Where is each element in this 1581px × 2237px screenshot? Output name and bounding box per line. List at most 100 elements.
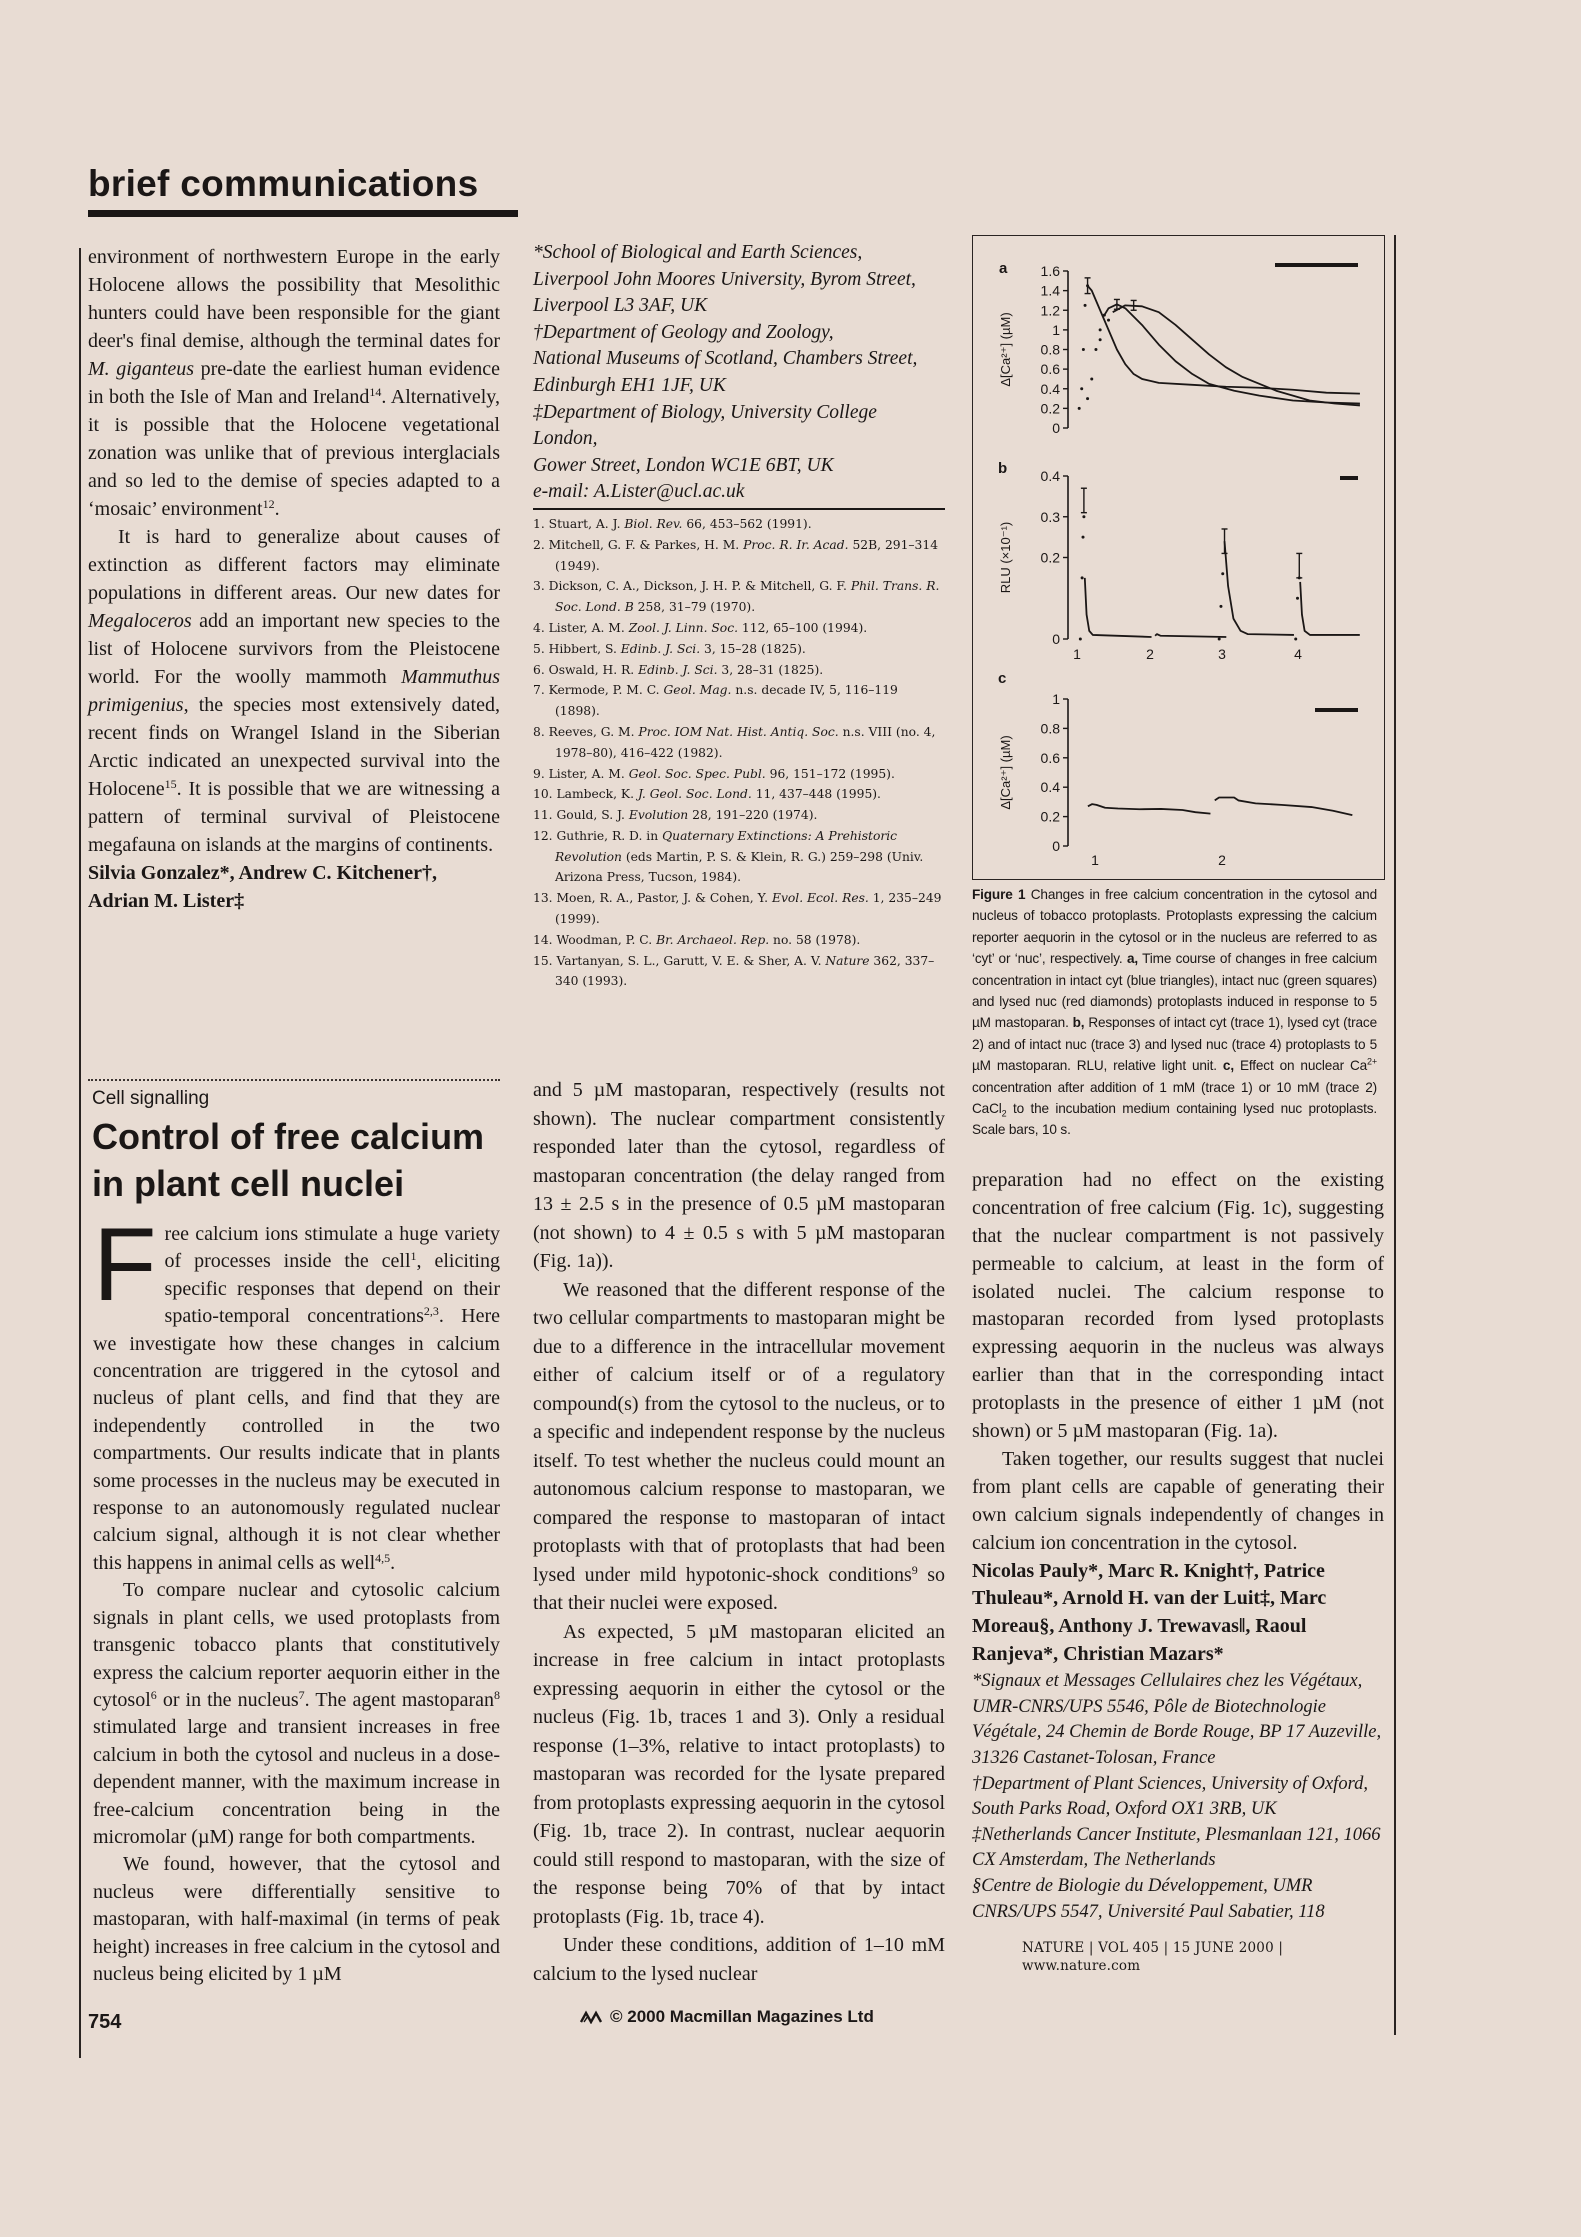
- italic-text: Quaternary Extinctions: A Prehistoric Re…: [555, 828, 898, 864]
- data-point: [1220, 571, 1224, 575]
- superscript: 8: [494, 1687, 501, 1702]
- copyright-text: © 2000 Macmillan Magazines Ltd: [610, 2007, 874, 2026]
- previous-article-authors: Silvia Gonzalez*, Andrew C. Kitchener†, …: [88, 862, 438, 912]
- italic-text: Megaloceros: [88, 610, 192, 632]
- text-run: no. 58 (1978).: [769, 932, 861, 947]
- italic-text: J. Geol. Soc. Lond.: [637, 787, 752, 802]
- macmillan-logo-icon: [580, 2010, 603, 2024]
- section-header: brief communications: [88, 163, 479, 204]
- text-run: To compare nuclear and cytosolic calcium…: [93, 1579, 500, 1711]
- data-point: [1081, 514, 1085, 518]
- paragraph: preparation had no effect on the existin…: [972, 1167, 1384, 1446]
- column-rule-right: [1394, 235, 1396, 2035]
- series-line-3: [1223, 540, 1294, 636]
- reference-item: 1. Stuart, A. J. Biol. Rev. 66, 453–562 …: [533, 514, 945, 535]
- text-run: to the incubation medium containing lyse…: [972, 1101, 1377, 1138]
- bold-text: b,: [1072, 1015, 1085, 1031]
- data-point: [1293, 637, 1297, 640]
- y-tick-label: 0: [1052, 420, 1060, 436]
- data-point: [1218, 604, 1222, 608]
- y-tick-label: 1.4: [1040, 282, 1060, 298]
- series-line-3: [1111, 303, 1360, 406]
- trace-label: 1: [1073, 646, 1081, 662]
- data-point: [1083, 303, 1087, 307]
- article-affiliations: *Signaux et Messages Cellulaires chez le…: [972, 1669, 1384, 1925]
- affiliation-line: Gower Street, London WC1E 6BT, UK: [533, 454, 834, 476]
- article-separator: [88, 1079, 500, 1081]
- text-run: 66, 453–562 (1991).: [682, 516, 812, 531]
- reference-item: 8. Reeves, G. M. Proc. IOM Nat. Hist. An…: [533, 722, 945, 764]
- copyright-line: © 2000 Macmillan Magazines Ltd: [580, 2006, 945, 2028]
- superscript: 15: [164, 777, 177, 791]
- superscript: 9: [911, 1562, 918, 1577]
- paragraph: and 5 µM mastoparan, respectively (resul…: [533, 1076, 945, 1276]
- data-point: [1079, 386, 1083, 390]
- email-text: e-mail: A.Lister@ucl.ac.uk: [533, 481, 745, 503]
- italic-text: Zool. J. Linn. Soc.: [628, 620, 739, 635]
- previous-article-affiliations: *School of Biological and Earth Sciences…: [533, 240, 945, 506]
- text-run: (eds Martin, P. S. & Klein, R. G.) 259–2…: [555, 849, 924, 885]
- affiliation-line: *School of Biological and Earth Sciences…: [533, 242, 863, 263]
- data-point: [1077, 406, 1081, 410]
- y-tick-label: 1: [1052, 691, 1060, 707]
- y-tick-label: 1: [1052, 321, 1060, 337]
- text-run: and 5 µM mastoparan, respectively (resul…: [533, 1079, 945, 1272]
- text-run: , the species most extensively dated, re…: [88, 694, 500, 800]
- text-run: 12. Guthrie, R. D. in: [533, 828, 663, 843]
- journal-info: NATURE | VOL 405 | 15 JUNE 2000 | www.na…: [1022, 1940, 1284, 1975]
- text-run: or in the nucleus: [156, 1688, 299, 1711]
- series-line-1: [1083, 577, 1152, 638]
- superscript: 1: [410, 1249, 417, 1264]
- italic-text: Proc. R. Ir. Acad.: [743, 537, 849, 552]
- italic-text: Phil. Trans. R. Soc. Lond. B: [555, 579, 940, 615]
- data-point: [1093, 347, 1097, 351]
- bold-text: a,: [1126, 951, 1138, 967]
- text-run: 52B, 291–314 (1949).: [555, 537, 939, 573]
- text-run: 9. Lister, A. M.: [533, 766, 629, 781]
- data-point: [1106, 318, 1110, 322]
- affiliation-line: Liverpool L3 3AF, UK: [533, 295, 708, 317]
- italic-text: Nature: [825, 953, 870, 968]
- y-tick-label: 0.2: [1040, 808, 1060, 824]
- panel-label-a: a: [999, 260, 1008, 277]
- text-run: 3. Dickson, C. A., Dickson, J. H. P. & M…: [533, 579, 851, 594]
- article-authors: Nicolas Pauly*, Marc R. Knight†, Patrice…: [972, 1559, 1327, 1666]
- y-tick-label: 0: [1052, 838, 1060, 854]
- text-run: Effect on nuclear Ca: [1233, 1058, 1368, 1074]
- article-body-middle: and 5 µM mastoparan, respectively (resul…: [533, 1076, 945, 1988]
- data-point: [1080, 575, 1084, 579]
- left-column: environment of northwestern Europe in th…: [88, 243, 500, 2034]
- paragraph: To compare nuclear and cytosolic calcium…: [93, 1577, 500, 1851]
- y-axis-label: Δ[Ca²⁺] (µM): [998, 735, 1013, 809]
- affiliation-line: ‡Netherlands Cancer Institute, Plesmanla…: [972, 1824, 1381, 1871]
- trace-label: 4: [1294, 646, 1302, 662]
- figure-caption: Figure 1 Changes in free calcium concent…: [972, 884, 1377, 1141]
- series-line-4: [1298, 581, 1360, 636]
- italic-text: Br. Archaeol. Rep.: [656, 932, 770, 947]
- superscript: 14: [369, 385, 382, 399]
- text-run: As expected, 5 µM mastoparan elicited an…: [533, 1620, 945, 1928]
- page-number: 754: [88, 2011, 122, 2034]
- data-point: [1098, 337, 1102, 341]
- text-run: 96, 151–172 (1995).: [765, 766, 895, 781]
- affiliation-line: §Centre de Biologie du Développement, UM…: [972, 1875, 1325, 1922]
- series-line-1: [1086, 284, 1360, 395]
- y-tick-label: 1.2: [1040, 302, 1060, 318]
- italic-text: Evolution: [628, 808, 689, 823]
- data-point: [1295, 596, 1299, 600]
- text-run: 8. Reeves, G. M.: [533, 724, 639, 739]
- text-run: preparation had no effect on the existin…: [972, 1168, 1384, 1443]
- text-run: . The agent mastoparan: [304, 1688, 495, 1711]
- text-run: Taken together, our results suggest that…: [972, 1447, 1384, 1554]
- text-run: 3, 28–31 (1825).: [717, 662, 824, 677]
- article-body-left: F ree calcium ions stimulate a huge vari…: [93, 1213, 500, 1988]
- italic-text: Biol. Rev.: [624, 516, 683, 531]
- affiliation-line: Edinburgh EH1 1JF, UK: [533, 374, 726, 396]
- text-run: 28, 191–220 (1974).: [688, 808, 818, 823]
- paragraph: environment of northwestern Europe in th…: [88, 243, 500, 523]
- text-run: . Alternatively, it is possible that the…: [88, 386, 500, 520]
- text-run: 1. Stuart, A. J.: [533, 516, 625, 531]
- text-run: 4. Lister, A. M.: [533, 620, 629, 635]
- text-run: Under these conditions, addition of 1–10…: [533, 1934, 945, 1985]
- series-line-2: [1213, 796, 1353, 816]
